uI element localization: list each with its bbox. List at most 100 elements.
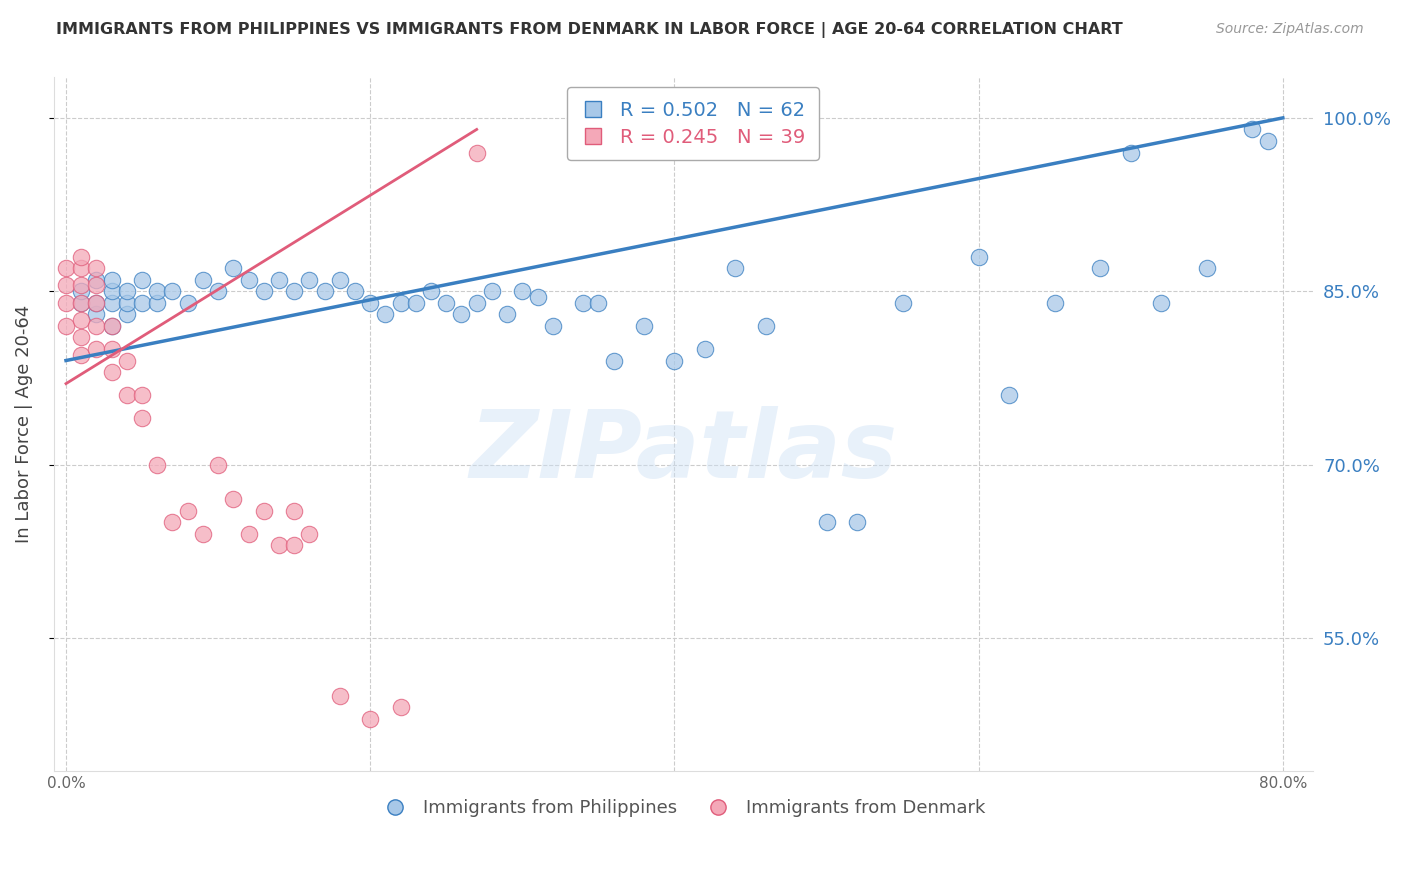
Point: [70, 250, 93, 264]
Point: [100, 342, 122, 356]
Point: [70, 261, 93, 276]
Point: [86, 342, 108, 356]
Point: [131, 295, 153, 310]
Point: [374, 307, 396, 321]
Point: [70, 295, 93, 310]
Point: [846, 516, 869, 530]
Point: [329, 689, 352, 703]
Point: [298, 272, 321, 286]
Point: [891, 295, 914, 310]
Point: [162, 284, 184, 298]
Point: [100, 272, 122, 286]
Text: IMMIGRANTS FROM PHILIPPINES VS IMMIGRANTS FROM DENMARK IN LABOR FORCE | AGE 20-6: IMMIGRANTS FROM PHILIPPINES VS IMMIGRANT…: [56, 22, 1123, 38]
Point: [70, 348, 93, 362]
Point: [602, 353, 624, 368]
Point: [86, 278, 108, 293]
Point: [238, 272, 260, 286]
Point: [1119, 145, 1142, 160]
Point: [55, 261, 77, 276]
Point: [253, 284, 276, 298]
Point: [541, 318, 564, 333]
Point: [465, 295, 488, 310]
Point: [238, 526, 260, 541]
Point: [389, 295, 412, 310]
Point: [100, 295, 122, 310]
Point: [55, 295, 77, 310]
Point: [510, 284, 533, 298]
Point: [115, 307, 138, 321]
Point: [465, 145, 488, 160]
Point: [55, 318, 77, 333]
Text: Source: ZipAtlas.com: Source: ZipAtlas.com: [1216, 22, 1364, 37]
Point: [176, 504, 198, 518]
Point: [100, 284, 122, 298]
Point: [359, 712, 381, 726]
Point: [664, 353, 686, 368]
Point: [450, 307, 472, 321]
Point: [100, 318, 122, 333]
Point: [496, 307, 519, 321]
Point: [253, 504, 276, 518]
Point: [1090, 261, 1112, 276]
Point: [191, 272, 214, 286]
Point: [267, 538, 290, 552]
Point: [86, 261, 108, 276]
Point: [131, 411, 153, 425]
Point: [815, 516, 838, 530]
Point: [146, 284, 169, 298]
Point: [207, 458, 229, 472]
Legend: Immigrants from Philippines, Immigrants from Denmark: Immigrants from Philippines, Immigrants …: [374, 791, 993, 824]
Point: [55, 278, 77, 293]
Point: [70, 284, 93, 298]
Point: [70, 330, 93, 344]
Point: [115, 284, 138, 298]
Point: [70, 295, 93, 310]
Point: [343, 284, 366, 298]
Point: [434, 295, 457, 310]
Point: [86, 307, 108, 321]
Point: [405, 295, 427, 310]
Point: [86, 295, 108, 310]
Point: [86, 272, 108, 286]
Point: [1195, 261, 1218, 276]
Point: [998, 388, 1021, 402]
Point: [115, 353, 138, 368]
Point: [633, 318, 655, 333]
Point: [86, 318, 108, 333]
Point: [100, 365, 122, 379]
Point: [283, 538, 305, 552]
Point: [314, 284, 336, 298]
Point: [146, 295, 169, 310]
Point: [1043, 295, 1066, 310]
Point: [588, 295, 610, 310]
Point: [298, 526, 321, 541]
Point: [207, 284, 229, 298]
Point: [131, 388, 153, 402]
Point: [222, 492, 245, 507]
Y-axis label: In Labor Force | Age 20-64: In Labor Force | Age 20-64: [15, 305, 32, 543]
Point: [967, 250, 990, 264]
Point: [693, 342, 716, 356]
Point: [1257, 134, 1279, 148]
Point: [191, 526, 214, 541]
Point: [1241, 122, 1264, 136]
Point: [359, 295, 381, 310]
Point: [481, 284, 503, 298]
Point: [389, 700, 412, 714]
Point: [420, 284, 443, 298]
Point: [176, 295, 198, 310]
Point: [1150, 295, 1173, 310]
Point: [70, 278, 93, 293]
Point: [131, 272, 153, 286]
Point: [146, 458, 169, 472]
Point: [329, 272, 352, 286]
Point: [572, 295, 595, 310]
Point: [267, 272, 290, 286]
Point: [100, 318, 122, 333]
Point: [70, 313, 93, 327]
Point: [115, 295, 138, 310]
Point: [755, 318, 778, 333]
Point: [283, 504, 305, 518]
Point: [283, 284, 305, 298]
Text: ZIPatlas: ZIPatlas: [470, 406, 897, 498]
